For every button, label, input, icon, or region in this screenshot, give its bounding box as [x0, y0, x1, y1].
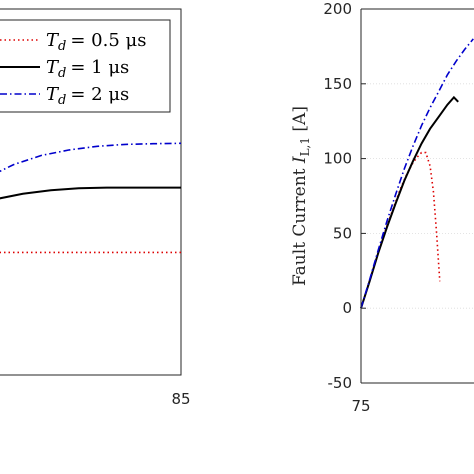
left-series-line: [0, 186, 181, 200]
y-label-text: Fault Current: [290, 163, 310, 286]
right-plot: -50 0 50 100 150 200 75 Fault Current IL,1 [A…: [290, 0, 474, 415]
legend-entry-label: Td = 0.5 μs: [46, 30, 146, 54]
right-x-tick-label: 75: [351, 397, 370, 415]
y-label-sub: L,1: [298, 137, 312, 156]
legend-entry-label: Td = 2 μs: [46, 84, 129, 108]
right-y-tick-label: -50: [328, 374, 353, 392]
right-y-tick-label: 200: [323, 0, 352, 18]
right-series-line: [360, 38, 474, 309]
y-label-var: I: [290, 156, 310, 164]
right-y-tick-label: 0: [342, 299, 352, 317]
legend-entry-label: Td = 1 μs: [46, 57, 129, 81]
right-y-tick-label: 100: [323, 150, 352, 168]
right-series-line: [360, 151, 441, 309]
y-label-unit: [A]: [290, 106, 310, 137]
right-series-line: [360, 95, 459, 309]
right-y-tick-label: 50: [333, 224, 352, 242]
legend: Td = 0.5 μs Td = 1 μs Td = 2 μs: [0, 19, 171, 113]
left-plot: 85 Td = 0.5 μs Td = 1 μs Td = 2 μs: [0, 8, 191, 408]
left-x-tick-label: 85: [171, 390, 190, 408]
right-y-tick-label: 150: [323, 75, 352, 93]
left-series-line: [0, 142, 182, 173]
right-y-axis-label: Fault Current IL,1 [A]: [290, 106, 312, 286]
